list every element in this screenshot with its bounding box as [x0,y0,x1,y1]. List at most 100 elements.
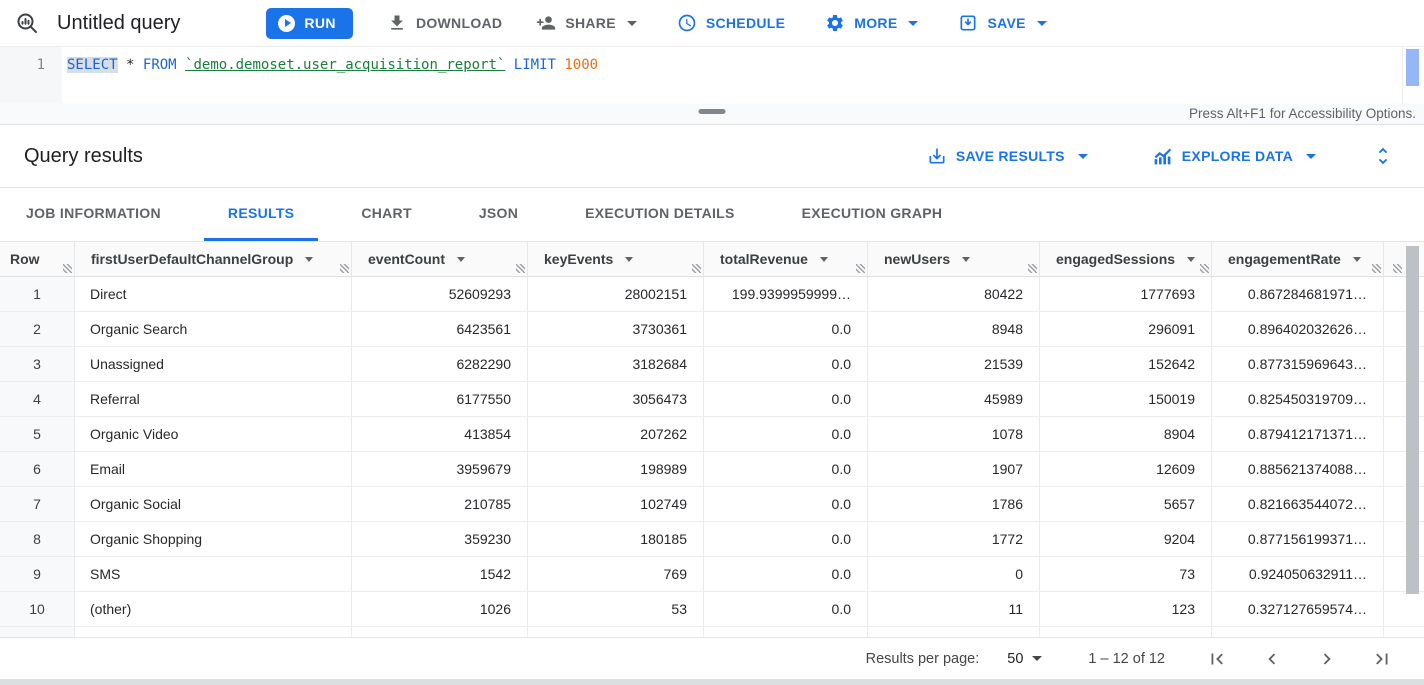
splitter-drag-handle[interactable] [698,109,726,114]
tab-job-information[interactable]: JOB INFORMATION [26,205,161,221]
first-page-button[interactable] [1205,647,1229,671]
cell-keyEvents: 3056473 [528,382,704,416]
column-header-totalRevenue[interactable]: totalRevenue [704,242,868,276]
resize-grip-icon[interactable] [1028,264,1037,273]
gear-icon [825,13,845,33]
resize-grip-icon[interactable] [1200,264,1209,273]
sort-menu-icon[interactable] [962,256,971,262]
cell-keyEvents: 207262 [528,417,704,451]
previous-page-button[interactable] [1260,647,1284,671]
row-number-cell: 5 [0,417,75,451]
tab-chart[interactable]: CHART [361,205,412,221]
save-results-button[interactable]: SAVE RESULTS [927,146,1088,166]
page-size-select[interactable]: 50 [1007,651,1043,667]
schedule-button[interactable]: SCHEDULE [677,13,785,33]
cell-channel: Email [75,452,352,486]
column-header-eventCount[interactable]: eventCount [352,242,528,276]
table-row: 2 Organic Search 6423561 3730361 0.0 8948 2960… [0,312,1424,347]
cell-newUsers: 21539 [868,347,1040,381]
row-number-cell: 7 [0,487,75,521]
chevron-down-icon [1036,20,1047,26]
resize-grip-icon[interactable] [340,264,349,273]
cell-engagementRate: 0.821663544072… [1212,487,1384,521]
sql-keyword-from: FROM [142,57,177,73]
column-header-firstUserDefaultChannelGroup[interactable]: firstUserDefaultChannelGroup [75,242,352,276]
resize-grip-icon[interactable] [856,264,865,273]
cell-engagedSessions: 5657 [1040,487,1212,521]
cell-totalRevenue: 0.0 [704,347,868,381]
sql-editor[interactable]: 1 SELECT * FROM `demo.demoset.user_acqui… [0,47,1424,103]
cell-engagedSessions: 1777693 [1040,277,1212,311]
column-label: keyEvents [544,251,614,267]
sql-keyword-select: SELECT [67,57,118,73]
query-magnifier-icon [14,10,40,36]
resize-grip-icon[interactable] [63,264,72,273]
cell-channel: Organic Social [75,487,352,521]
run-button[interactable]: RUN [266,7,353,39]
editor-statusbar: Press Alt+F1 for Accessibility Options. [0,103,1424,125]
more-button[interactable]: MORE [825,13,919,33]
column-header-row[interactable]: Row [0,242,75,276]
editor-vertical-scrollbar[interactable] [1406,49,1419,86]
sort-menu-icon[interactable] [1352,256,1361,262]
share-button[interactable]: SHARE [536,13,637,33]
sql-star: * [126,57,135,73]
cell-keyEvents: 769 [528,557,704,591]
column-header-engagementRate[interactable]: engagementRate [1212,242,1384,276]
sort-menu-icon[interactable] [819,256,828,262]
cell-keyEvents: 53 [528,592,704,626]
last-page-button[interactable] [1370,647,1394,671]
resize-grip-icon[interactable] [1393,264,1402,273]
cell-channel: (other) [75,592,352,626]
play-icon [278,14,296,32]
sort-menu-icon[interactable] [625,256,634,262]
explore-data-button[interactable]: EXPLORE DATA [1152,146,1316,167]
sort-menu-icon[interactable] [457,256,465,262]
unfold-icon [1372,145,1394,167]
tab-results[interactable]: RESULTS [203,188,319,241]
resize-grip-icon[interactable] [516,264,525,273]
cell-keyEvents: 198989 [528,452,704,486]
cell-engagementRate: 0.924050632911… [1212,557,1384,591]
cell-engagementRate: 0.877156199371… [1212,522,1384,556]
collapse-expand-button[interactable] [1372,145,1394,167]
column-header-engagedSessions[interactable]: engagedSessions [1040,242,1212,276]
cell-newUsers: 14 [868,627,1040,637]
resize-grip-icon[interactable] [692,264,701,273]
scrollbar-thumb[interactable] [1406,246,1419,594]
column-header-keyEvents[interactable]: keyEvents [528,242,704,276]
horizontal-scrollbar[interactable] [0,679,1424,685]
sql-code-line[interactable]: SELECT * FROM `demo.demoset.user_acquisi… [62,47,598,103]
results-table: Row firstUserDefaultChannelGroup eventCo… [0,242,1424,637]
query-title: Untitled query [57,11,181,34]
download-button[interactable]: DOWNLOAD [387,13,502,33]
tab-json[interactable]: JSON [478,205,519,221]
sort-menu-icon[interactable] [1187,256,1196,262]
cell-newUsers: 1078 [868,417,1040,451]
schedule-label: SCHEDULE [705,15,786,31]
sort-menu-icon[interactable] [305,256,314,262]
cell-engagedSessions: 12609 [1040,452,1212,486]
table-row: 3 Unassigned 6282290 3182684 0.0 21539 152642 0… [0,347,1424,382]
table-vertical-scrollbar[interactable] [1406,244,1419,634]
resize-grip-icon[interactable] [1372,264,1381,273]
cell-newUsers: 1786 [868,487,1040,521]
cell-newUsers: 1772 [868,522,1040,556]
tab-execution-details[interactable]: EXECUTION DETAILS [585,205,735,221]
next-page-button[interactable] [1315,647,1339,671]
pagination-controls [1205,647,1394,671]
line-number: 1 [36,57,45,73]
table-row: 1 Direct 52609293 28002151 199.9399959999… 80… [0,277,1424,312]
results-tab-bar: JOB INFORMATION RESULTS CHART JSON EXECU… [0,188,1424,242]
column-header-newUsers[interactable]: newUsers [868,242,1040,276]
cell-eventCount: 937 [352,627,528,637]
save-button[interactable]: SAVE [958,13,1047,33]
download-icon [387,13,407,33]
cell-engagementRate: 0.896402032626… [1212,312,1384,346]
sql-limit-value: 1000 [564,57,599,73]
editor-scrollbar-divider [1402,47,1403,103]
row-number-cell: 3 [0,347,75,381]
sql-table-reference-link[interactable]: `demo.demoset.user_acquisition_report` [185,57,506,73]
cell-engagedSessions: 8904 [1040,417,1212,451]
tab-execution-graph[interactable]: EXECUTION GRAPH [801,205,943,221]
